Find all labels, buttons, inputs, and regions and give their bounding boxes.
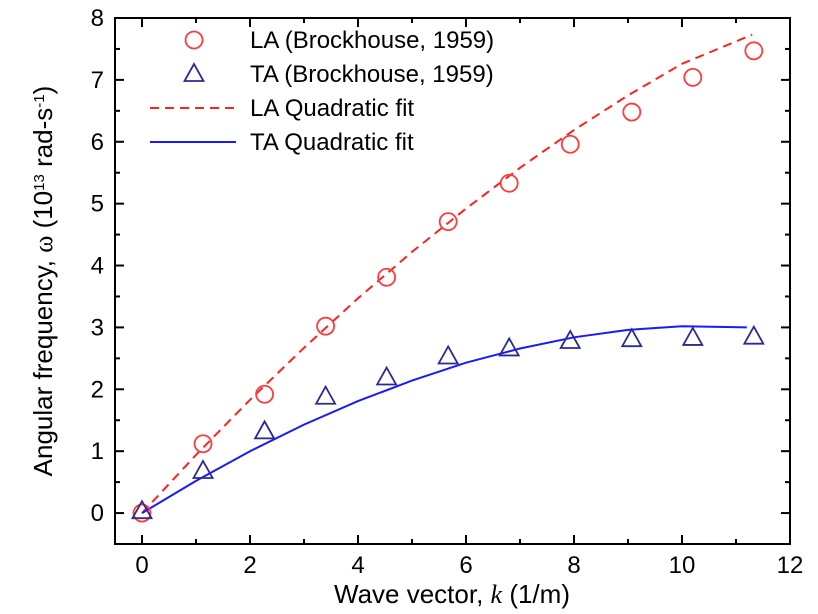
y-tick-label: 5 (91, 191, 104, 218)
la-data-point (132, 503, 152, 523)
y-axis-label-sup: 13 (31, 174, 48, 191)
legend-triangle-icon (182, 62, 206, 82)
y-axis-label-part: Angular frequency, (28, 253, 58, 477)
y-axis-label: Angular frequency, ω (1013 rad-s-1) (28, 86, 58, 477)
x-axis-label-italic: k (491, 580, 503, 609)
ta-data-point (130, 499, 154, 520)
y-tick-label: 1 (91, 438, 104, 465)
y-axis-label-omega: ω (29, 236, 58, 253)
x-tick-label: 6 (459, 552, 472, 579)
ta-data-point (559, 329, 582, 349)
y-tick-label: 6 (91, 129, 104, 156)
x-tick-label: 0 (135, 552, 148, 579)
y-axis-label-sup: -1 (31, 94, 48, 107)
legend-la-fit: LA Quadratic fit (150, 95, 414, 122)
x-axis-label: Wave vector, k (1/m) (334, 579, 570, 609)
la-data-point (499, 173, 519, 193)
la-data-point (622, 102, 642, 122)
ta-data-point (742, 324, 765, 345)
y-axis-label-part: ) (28, 86, 58, 95)
series-layer (130, 33, 765, 523)
legend-la-data: LA (Brockhouse, 1959) (184, 27, 494, 54)
x-tick-label: 10 (669, 552, 696, 579)
legend-label: TA Quadratic fit (250, 129, 414, 156)
y-tick-label: 3 (91, 314, 104, 341)
la-data-point (683, 68, 703, 87)
ta-data-point (498, 336, 521, 357)
la-data-point (316, 316, 336, 336)
ta-fit-line (141, 325, 747, 514)
ta-data-point (681, 326, 704, 346)
la-data-point (438, 212, 458, 231)
ta-data-point (437, 344, 460, 365)
x-tick-label: 12 (777, 552, 804, 579)
la-data-point (377, 267, 397, 287)
legend-label: LA Quadratic fit (250, 95, 414, 122)
legend-ta-data: TA (Brockhouse, 1959) (182, 61, 494, 88)
ta-data-point (375, 365, 398, 386)
y-axis-label-part: rad-s (28, 108, 58, 174)
x-tick-label: 2 (243, 552, 256, 579)
legend-circle-icon (184, 30, 204, 50)
ta-data-point (253, 419, 276, 440)
x-axis-label-part: (1/m) (502, 579, 570, 609)
y-tick-label: 4 (91, 253, 104, 280)
legend: LA (Brockhouse, 1959) TA (Brockhouse, 195… (150, 27, 494, 156)
x-tick-label: 4 (351, 552, 364, 579)
legend-label: LA (Brockhouse, 1959) (250, 27, 494, 54)
la-fit-line (141, 33, 753, 514)
y-tick-label: 0 (91, 500, 104, 527)
y-tick-label: 8 (91, 5, 104, 32)
y-axis-label-part: (10 (28, 191, 58, 236)
la-data-point (255, 384, 274, 404)
y-tick-label: 7 (91, 67, 104, 94)
x-axis-label-part: Wave vector, (334, 579, 491, 609)
la-data-point (744, 41, 764, 61)
la-data-point (193, 434, 213, 454)
ta-data-point (620, 327, 643, 348)
ta-data-point (314, 384, 337, 405)
plot-frame (114, 17, 791, 545)
legend-label: TA (Brockhouse, 1959) (250, 61, 494, 88)
ta-data-point (191, 459, 215, 479)
legend-ta-fit: TA Quadratic fit (150, 129, 414, 156)
la-data-point (560, 134, 580, 154)
y-tick-label: 2 (91, 376, 104, 403)
x-tick-label: 8 (567, 552, 580, 579)
